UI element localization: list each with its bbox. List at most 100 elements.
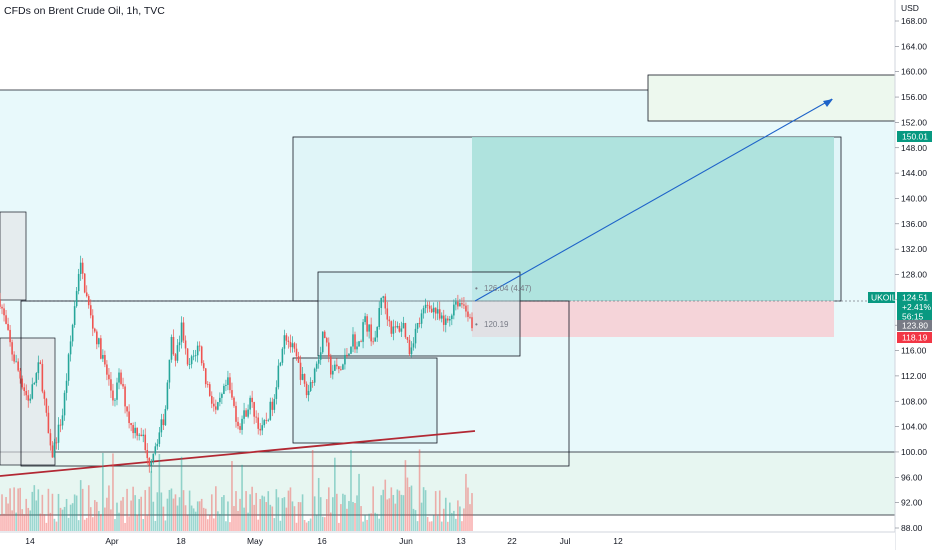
candle-body (31, 384, 34, 399)
candle-body (182, 322, 185, 341)
candle-body (317, 359, 320, 364)
volume-bar (227, 501, 229, 531)
volume-bar (340, 504, 342, 531)
volume-bar (59, 507, 62, 531)
volume-bar (418, 449, 421, 531)
volume-bar (202, 507, 205, 531)
rising-trendline (0, 430, 476, 477)
candle-body (430, 308, 433, 313)
volume-bar (352, 501, 354, 531)
candle-body (376, 326, 378, 338)
projection-arrow-head (823, 99, 833, 107)
candle-body (406, 337, 409, 340)
candle-body (152, 453, 155, 461)
candle-body (180, 322, 183, 343)
candle-body (400, 328, 403, 332)
volume-bar (152, 501, 155, 531)
candle-body (233, 397, 235, 406)
candle-body (261, 425, 264, 431)
volume-bar (223, 495, 225, 531)
volume-bar (188, 490, 191, 531)
candle-body (7, 323, 9, 330)
candle-body (128, 411, 130, 424)
volume-bar (69, 504, 72, 531)
candle-body (29, 398, 32, 401)
volume-bar (61, 509, 64, 531)
price-tick-label: 152.00 (901, 117, 927, 127)
volume-bar (406, 477, 409, 531)
candle-body (210, 395, 213, 404)
volume-bar (453, 510, 455, 531)
volume-bar (325, 499, 328, 531)
candle-body (55, 442, 58, 444)
volume-bar (285, 507, 288, 531)
candle-body (418, 322, 421, 324)
candle-body (327, 342, 330, 357)
candle-body (154, 446, 157, 454)
chart-legend[interactable]: CFDs on Brent Crude Oil, 1h, TVC (4, 5, 165, 17)
candle-body (65, 380, 68, 393)
price-axis[interactable]: USD 88.00 92.00 96.00 100.00 104.00 108.00 112… (894, 0, 932, 550)
candle-body (67, 354, 70, 381)
candle-body (279, 362, 282, 366)
candle-body (255, 416, 257, 418)
price-tick-label: 104.00 (901, 422, 927, 432)
volume-bar (471, 493, 473, 531)
volume-bar (378, 518, 381, 531)
price-tags: 150.01 UKOIL 124.51 +2.41% 56:15 123.80 … (868, 131, 932, 343)
volume-bar (297, 502, 300, 531)
candle-body (281, 348, 284, 363)
volume-bar (23, 514, 26, 531)
volume-bar (273, 518, 276, 531)
volume-bar (120, 500, 122, 531)
volume-bar (241, 464, 243, 531)
volume-bar (451, 512, 453, 531)
candle-body (138, 434, 140, 436)
volume-bar (465, 473, 467, 531)
candle-body (130, 423, 132, 426)
candle-body (241, 418, 243, 430)
annotation-group: • 126.04 (4.47) • 120.19 (475, 284, 532, 329)
volume-bar (382, 489, 385, 531)
candle-body (436, 309, 439, 314)
volume-bar (112, 453, 114, 531)
volume-bar (102, 452, 104, 531)
volume-bar (233, 506, 235, 531)
candle-body (362, 322, 364, 342)
time-tick-label: 13 (456, 536, 466, 546)
volume-bar (89, 507, 92, 531)
volume-bar (412, 508, 415, 531)
candle-body (156, 443, 159, 447)
volume-bar (455, 518, 457, 531)
volume-bar (116, 502, 118, 531)
volume-bar (414, 510, 417, 531)
volume-bar (267, 491, 270, 531)
candle-body (5, 315, 7, 324)
candle-body (271, 401, 274, 410)
price-tick-label: 96.00 (901, 472, 923, 482)
volume-bar (358, 473, 360, 531)
price-tick-label: 128.00 (901, 270, 927, 280)
volume-bar (225, 521, 227, 531)
candle-body (194, 355, 197, 357)
volume-bar (144, 490, 147, 531)
candle-body (120, 372, 122, 384)
volume-bar (142, 519, 145, 531)
price-tick-label: 132.00 (901, 244, 927, 254)
volume-bar (122, 497, 124, 531)
target-zone-box (647, 74, 897, 122)
volume-bar (370, 513, 372, 531)
candle-body (85, 292, 88, 297)
volume-bar (172, 498, 175, 531)
long-position-profit-zone (472, 137, 834, 301)
volume-bar (210, 494, 213, 531)
candle-body (319, 352, 322, 360)
candle-body (424, 304, 427, 309)
volume-bar (390, 487, 393, 531)
volume-bar (323, 517, 326, 531)
time-axis[interactable]: 14 Apr 18 May 16 Jun 13 22 Jul 12 (0, 531, 895, 550)
volume-bar (237, 510, 239, 531)
volume-bar (259, 499, 262, 531)
volume-bar (430, 521, 433, 531)
